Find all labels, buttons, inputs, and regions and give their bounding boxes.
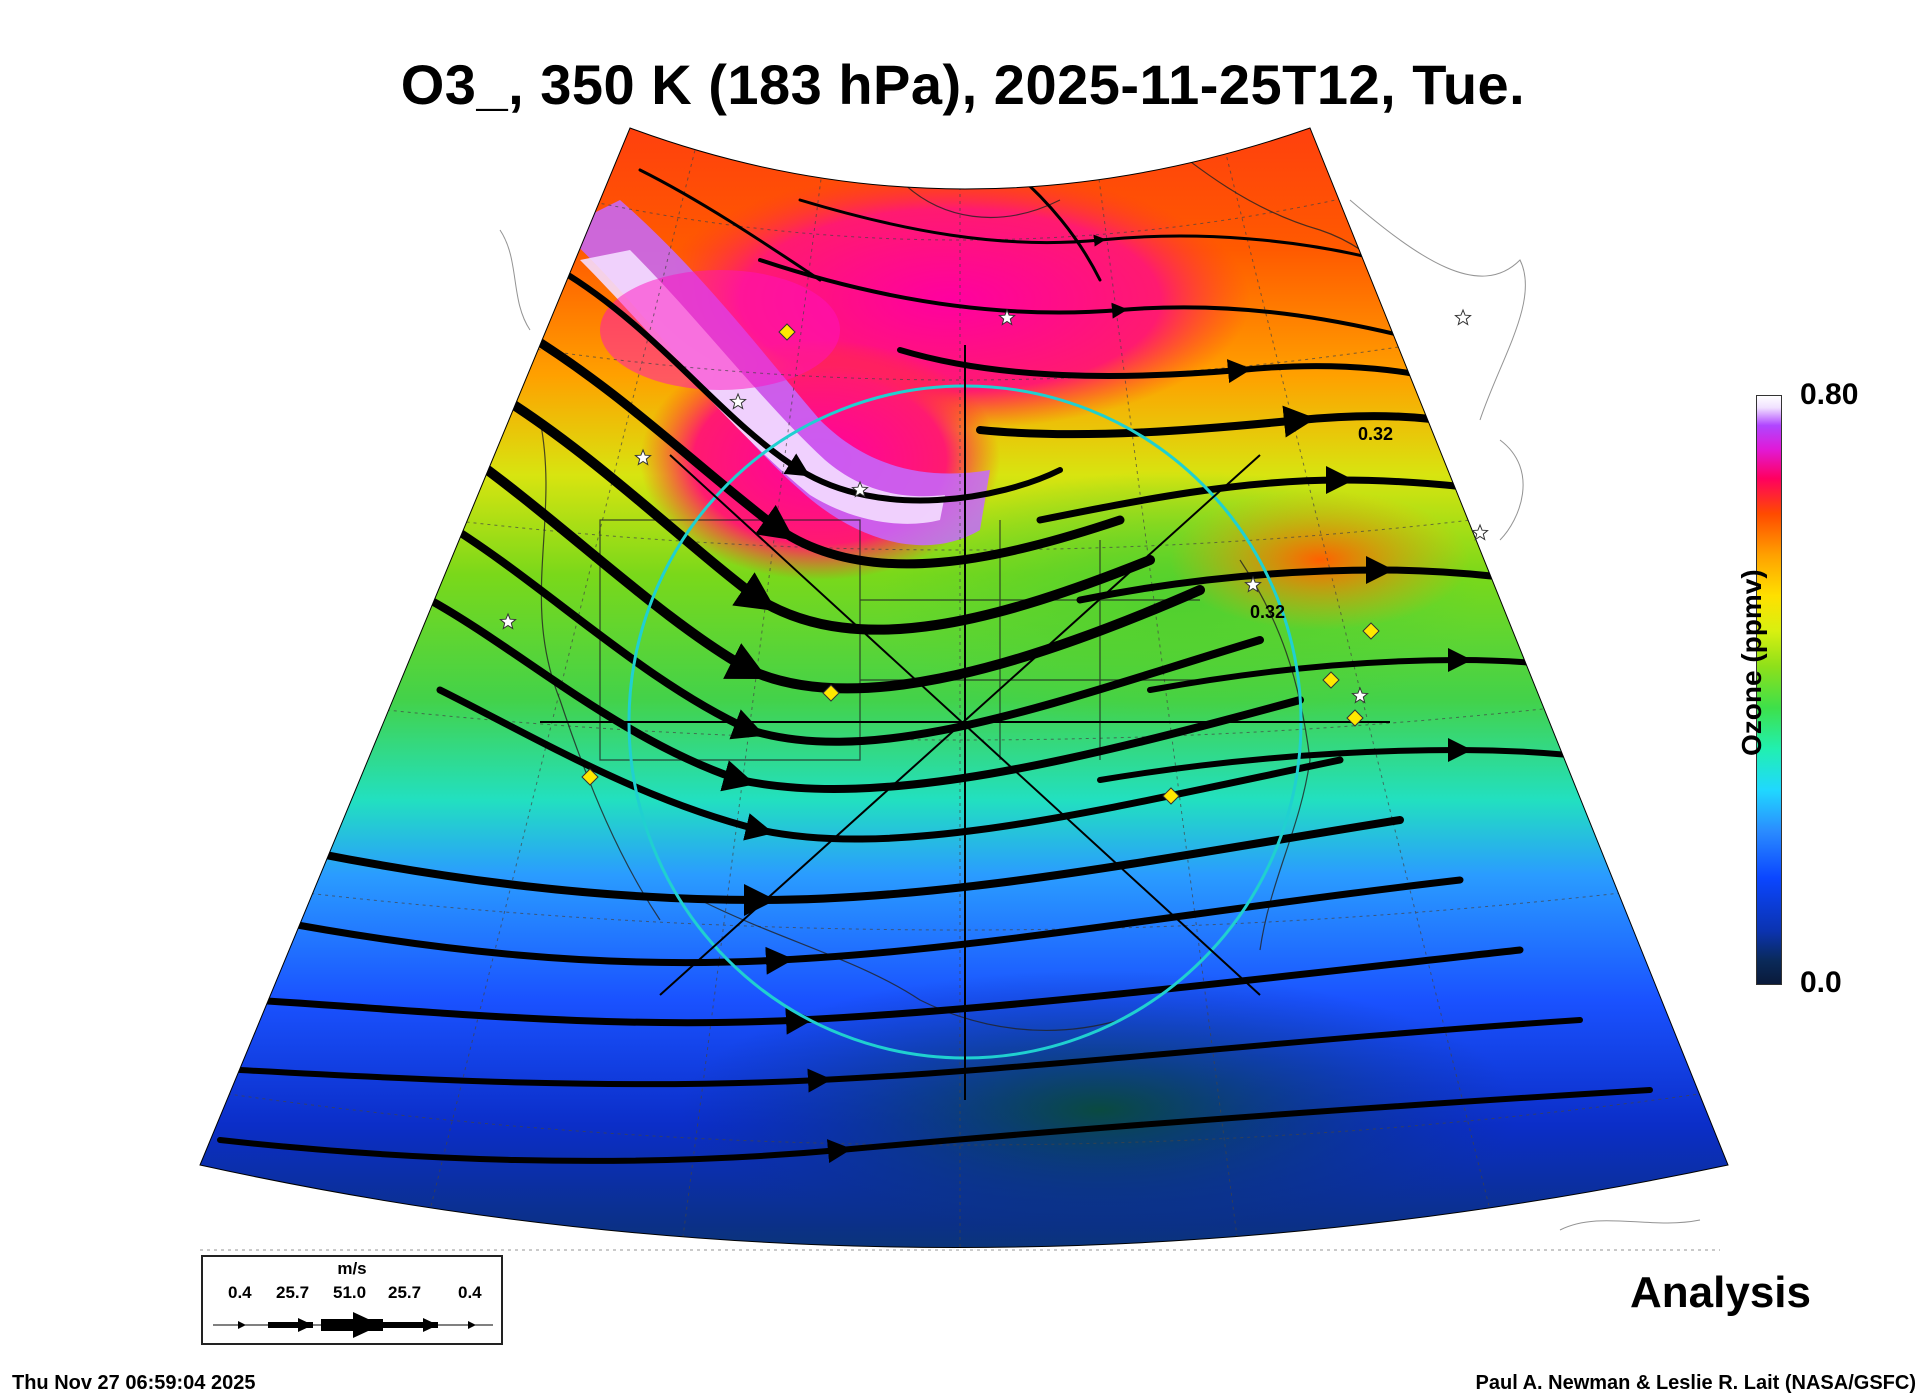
wind-streamline bbox=[436, 516, 1264, 746]
region-circle bbox=[540, 345, 1390, 1100]
star-marker-icon bbox=[1244, 575, 1262, 593]
wind-streamline bbox=[515, 325, 1125, 569]
star-marker-icon bbox=[1351, 686, 1369, 704]
wind-arrow-icon bbox=[213, 1312, 493, 1338]
wind-streamline bbox=[296, 816, 1404, 917]
contour-label: 0.32 bbox=[1250, 602, 1285, 622]
legend-value: 51.0 bbox=[333, 1283, 367, 1302]
star-marker-icon bbox=[851, 480, 869, 498]
star-marker-icon bbox=[1454, 308, 1472, 326]
timestamp: Thu Nov 27 06:59:04 2025 bbox=[12, 1372, 256, 1394]
star-marker-icon bbox=[634, 448, 652, 466]
station-markers bbox=[499, 308, 1489, 805]
legend-unit: m/s bbox=[337, 1259, 367, 1278]
diamond-marker-icon bbox=[1322, 671, 1340, 689]
analysis-label: Analysis bbox=[1630, 1268, 1811, 1317]
legend-value: 0.4 bbox=[228, 1283, 252, 1302]
legend-value: 25.7 bbox=[388, 1283, 422, 1302]
wind-streamline bbox=[758, 258, 1422, 342]
star-marker-icon bbox=[1471, 523, 1489, 541]
wind-streamline bbox=[638, 168, 822, 282]
colorbar-title: Ozone (ppmv) bbox=[1736, 569, 1767, 756]
credit-text: Paul A. Newman & Leslie R. Lait (NASA/GS… bbox=[1475, 1372, 1916, 1394]
wind-streamline bbox=[436, 686, 1344, 843]
ozone-colorbar bbox=[1756, 395, 1782, 985]
wind-streamline bbox=[455, 445, 1205, 694]
contour-label: 0.32 bbox=[1358, 424, 1393, 444]
page-title: O3_, 350 K (183 hPa), 2025-11-25T12, Tue… bbox=[400, 53, 1526, 116]
diamond-marker-icon bbox=[1362, 622, 1380, 640]
legend-value: 25.7 bbox=[276, 1283, 310, 1302]
star-marker-icon bbox=[998, 308, 1016, 326]
diamond-marker-icon bbox=[1346, 709, 1364, 727]
colorbar-max-label: 0.80 bbox=[1800, 378, 1859, 411]
star-marker-icon bbox=[499, 612, 517, 630]
wind-streamline bbox=[798, 198, 1382, 262]
wind-streamline bbox=[217, 1087, 1653, 1164]
wind-streamline bbox=[237, 1017, 1583, 1093]
outside-coastlines bbox=[200, 199, 1720, 1251]
star-marker-icon bbox=[729, 392, 747, 410]
wind-streamline bbox=[426, 596, 1304, 793]
wind-streamline bbox=[485, 385, 1155, 635]
diamond-marker-icon bbox=[822, 684, 840, 702]
map-sector-outline bbox=[199, 127, 1729, 1248]
diamond-marker-icon bbox=[1162, 787, 1180, 805]
diamond-marker-icon bbox=[778, 323, 796, 341]
legend-value: 0.4 bbox=[458, 1283, 482, 1302]
wind-speed-legend: m/s 0.4 25.7 51.0 25.7 0.4 bbox=[201, 1255, 503, 1345]
diamond-marker-icon bbox=[581, 768, 599, 786]
wind-streamline bbox=[266, 876, 1464, 975]
wind-streamline bbox=[557, 267, 1063, 504]
wind-streamlines bbox=[217, 158, 1683, 1164]
colorbar-min-label: 0.0 bbox=[1800, 966, 1842, 999]
